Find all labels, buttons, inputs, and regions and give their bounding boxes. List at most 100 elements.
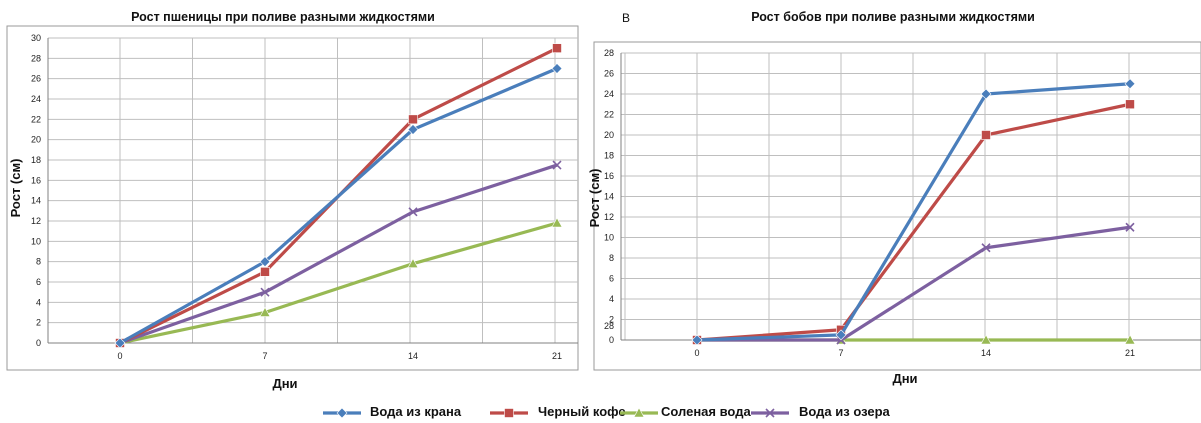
y-tick-label: 6	[609, 274, 614, 284]
y-tick-label: 28	[604, 321, 614, 331]
series-line	[697, 225, 1131, 342]
x-tick-label: 21	[1125, 348, 1135, 358]
legend-item-coffee: Черный кофе	[490, 404, 626, 419]
series-line	[696, 102, 1131, 342]
data-point	[980, 88, 992, 100]
legend-marker	[336, 407, 348, 419]
x-tick-label: 0	[694, 348, 699, 358]
x-axis-title: Дни	[892, 371, 917, 386]
y-tick-label: 14	[31, 196, 41, 206]
y-tick-label: 18	[31, 155, 41, 165]
y-axis-title: Рост (см)	[8, 159, 23, 218]
data-point	[408, 114, 418, 125]
y-tick-label: 20	[31, 135, 41, 145]
y-tick-label: 12	[604, 212, 614, 222]
data-point	[259, 256, 271, 268]
legend-marker	[765, 408, 775, 418]
y-axis-title: Рост (см)	[587, 169, 602, 228]
legend-label: Вода из озера	[799, 404, 891, 419]
data-point	[552, 43, 562, 53]
data-point	[552, 160, 562, 170]
series-line	[119, 67, 558, 345]
data-point	[114, 337, 126, 349]
data-point	[408, 207, 418, 217]
legend-item-salt: Соленая вода	[620, 404, 751, 419]
legend-marker	[633, 407, 645, 418]
data-point	[1125, 222, 1135, 232]
chart-title: Рост пшеницы при поливе разными жидкостя…	[131, 10, 435, 24]
series-line	[119, 221, 558, 345]
legend-label: Вода из крана	[370, 404, 462, 419]
data-point	[407, 258, 419, 269]
legend-item-tap: Вода из крана	[323, 404, 462, 419]
data-point	[259, 306, 271, 317]
chart-legend: Вода из крана Черный кофе Соленая вода Вода…	[323, 404, 891, 419]
x-tick-label: 14	[981, 348, 991, 358]
legend-label: Соленая вода	[661, 404, 751, 419]
data-point	[1124, 334, 1136, 345]
chart-title: Рост бобов при поливе разными жидкостями	[751, 10, 1035, 24]
series-salt	[114, 217, 563, 348]
y-tick-label: 2	[36, 318, 41, 328]
legend-item-lake: Вода из озера	[751, 404, 891, 419]
y-tick-label: 8	[36, 257, 41, 267]
y-tick-label: 26	[31, 74, 41, 84]
y-tick-label: 10	[31, 236, 41, 246]
chart-frame	[593, 41, 1201, 371]
y-tick-label: 22	[604, 110, 614, 120]
y-tick-label: 6	[36, 277, 41, 287]
data-point	[551, 63, 563, 74]
y-tick-label: 24	[31, 94, 41, 104]
panel-label: B	[622, 11, 630, 25]
data-point	[1124, 78, 1136, 90]
series-line	[696, 82, 1131, 342]
x-axis-title: Дни	[272, 376, 297, 391]
y-tick-label: 4	[36, 297, 41, 307]
series-tap	[114, 63, 563, 349]
y-tick-label: 12	[31, 216, 41, 226]
data-point	[260, 287, 270, 297]
data-point	[551, 217, 563, 228]
y-tick-label: 18	[604, 151, 614, 161]
legend-marker	[504, 408, 514, 418]
y-tick-label: 26	[604, 69, 614, 79]
y-tick-label: 24	[604, 89, 614, 99]
gridlines	[48, 37, 578, 344]
y-tick-label: 2	[609, 315, 614, 325]
y-tick-label: 0	[36, 338, 41, 348]
data-point	[981, 243, 991, 253]
y-tick-label: 8	[609, 253, 614, 263]
y-tick-label: 22	[31, 114, 41, 124]
legend-label: Черный кофе	[538, 404, 626, 419]
y-tick-label: 16	[31, 175, 41, 185]
series-line	[119, 163, 558, 345]
x-tick-label: 7	[262, 351, 267, 361]
series-tap	[691, 78, 1136, 346]
data-point	[260, 267, 270, 277]
y-tick-label: 0	[609, 335, 614, 345]
data-point	[1125, 99, 1135, 110]
data-point	[407, 124, 419, 135]
y-tick-label: 14	[604, 192, 614, 202]
x-tick-labels: 0 7 14 21	[694, 348, 1135, 358]
x-tick-label: 14	[408, 351, 418, 361]
y-tick-label: 10	[604, 233, 614, 243]
x-tick-labels: 0 7 14 21	[117, 351, 562, 361]
y-tick-label: 28	[604, 48, 614, 58]
data-point	[981, 130, 991, 140]
x-tick-label: 21	[552, 351, 562, 361]
series-lake	[115, 160, 562, 348]
chart-frame	[6, 25, 579, 371]
y-tick-label: 4	[609, 294, 614, 304]
y-tick-label: 28	[31, 53, 41, 63]
x-tick-label: 7	[838, 348, 843, 358]
y-tick-label: 20	[604, 130, 614, 140]
y-tick-label: 30	[31, 33, 41, 43]
data-point	[691, 334, 703, 346]
y-tick-label: 16	[604, 171, 614, 181]
